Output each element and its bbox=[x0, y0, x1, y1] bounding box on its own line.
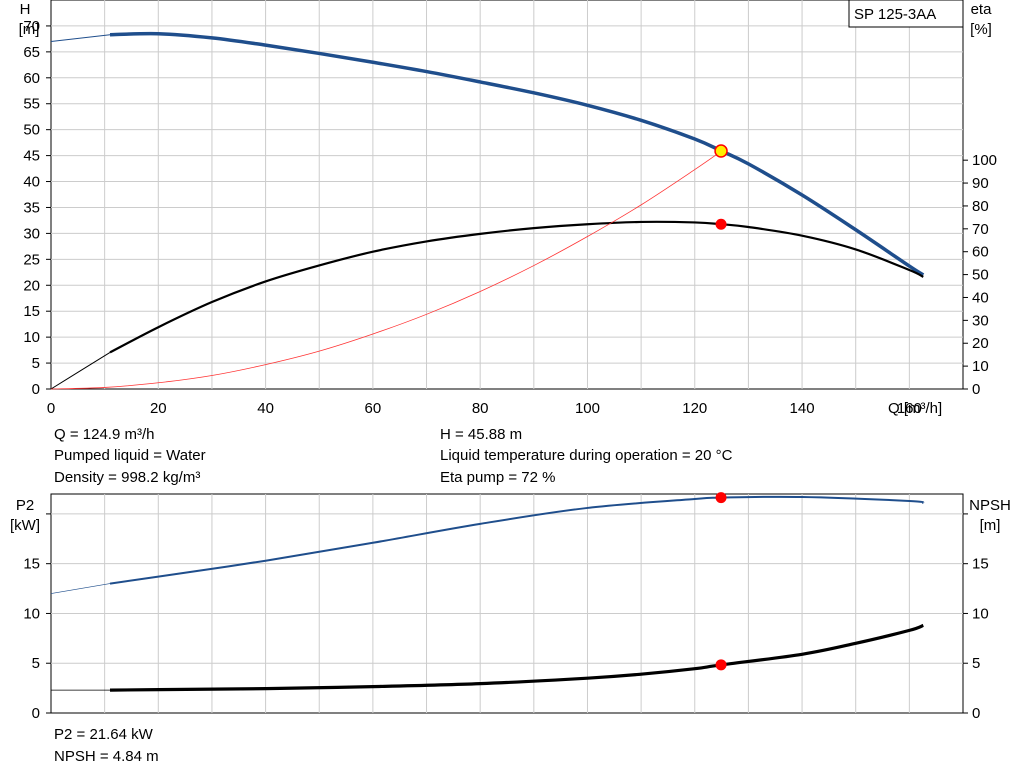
upper-plot-frame bbox=[50, 0, 964, 390]
y-right-title-lower: NPSH bbox=[969, 497, 1011, 514]
y-left-title-lower: P2 bbox=[16, 497, 34, 514]
y-left-unit-upper: [m] bbox=[19, 21, 40, 38]
p2-curve-extrapolated bbox=[50, 583, 111, 594]
p2-tick-label: 15 bbox=[23, 556, 40, 573]
p2-tick-label: 5 bbox=[32, 655, 40, 672]
pump-label-box bbox=[848, 0, 964, 28]
y-left-tick-label: 40 bbox=[23, 174, 40, 191]
p2-tick-label: 10 bbox=[23, 605, 40, 622]
x-tick-label: 60 bbox=[365, 400, 382, 417]
y-left-tick-label: 15 bbox=[23, 303, 40, 320]
y-left-tick-label: 60 bbox=[23, 70, 40, 87]
y-left-unit-lower: [kW] bbox=[10, 517, 40, 534]
upper-grid bbox=[51, 0, 963, 389]
info-h: H = 45.88 m bbox=[440, 426, 522, 443]
operating-point-p2 bbox=[715, 492, 727, 504]
y-right-tick-label: 40 bbox=[972, 289, 989, 306]
operating-point-markers bbox=[714, 144, 728, 671]
y-left-tick-label: 70 bbox=[23, 18, 40, 35]
x-tick-label: 0 bbox=[47, 400, 55, 417]
x-tick-label: 120 bbox=[682, 400, 707, 417]
lower-grid bbox=[51, 494, 963, 713]
y-right-tick-label: 20 bbox=[972, 335, 989, 352]
x-tick-label: 100 bbox=[575, 400, 600, 417]
y-right-tick-label: 90 bbox=[972, 175, 989, 192]
npsh-tick-label: 15 bbox=[972, 556, 989, 573]
y-left-tick-label: 55 bbox=[23, 96, 40, 113]
eta-curve bbox=[109, 220, 924, 354]
upper-series bbox=[50, 31, 925, 390]
y-left-tick-label: 50 bbox=[23, 122, 40, 139]
x-tick-label: 140 bbox=[790, 400, 815, 417]
y-left-tick-label: 35 bbox=[23, 199, 40, 216]
npsh-tick-label: 0 bbox=[972, 705, 980, 722]
y-right-tick-label: 100 bbox=[972, 152, 997, 169]
y-right-tick-label: 70 bbox=[972, 221, 989, 238]
lower-plot-frame bbox=[50, 493, 964, 714]
y-right-tick-label: 60 bbox=[972, 244, 989, 261]
y-left-title-upper: H bbox=[20, 1, 31, 18]
info-temp: Liquid temperature during operation = 20… bbox=[440, 447, 733, 464]
y-left-tick-label: 45 bbox=[23, 148, 40, 165]
info-q: Q = 124.9 m³/h bbox=[54, 426, 154, 443]
y-right-tick-label: 10 bbox=[972, 358, 989, 375]
y-left-tick-label: 5 bbox=[32, 355, 40, 372]
system-curve bbox=[50, 150, 722, 390]
y-left-tick-label: 20 bbox=[23, 277, 40, 294]
head-curve bbox=[109, 31, 925, 277]
y-right-unit-lower: [m] bbox=[980, 517, 1001, 534]
x-tick-label: 20 bbox=[150, 400, 167, 417]
x-axis-title: Q [m³/h] bbox=[888, 400, 942, 417]
y-right-tick-label: 50 bbox=[972, 267, 989, 284]
npsh-curve bbox=[109, 623, 924, 692]
y-left-tick-label: 30 bbox=[23, 225, 40, 242]
npsh-tick-label: 5 bbox=[972, 655, 980, 672]
x-tick-label: 40 bbox=[257, 400, 274, 417]
y-left-tick-label: 65 bbox=[23, 44, 40, 61]
head-curve-extrapolated bbox=[50, 34, 111, 42]
operating-point-npsh bbox=[715, 659, 727, 671]
x-tick-label: 160 bbox=[897, 400, 922, 417]
y-right-unit-upper: [%] bbox=[970, 21, 992, 38]
p2-tick-label: 0 bbox=[32, 705, 40, 722]
y-right-tick-label: 30 bbox=[972, 312, 989, 329]
x-tick-label: 80 bbox=[472, 400, 489, 417]
y-right-tick-label: 80 bbox=[972, 198, 989, 215]
y-left-tick-label: 25 bbox=[23, 251, 40, 268]
info-eta: Eta pump = 72 % bbox=[440, 469, 556, 486]
operating-point-head bbox=[714, 144, 728, 158]
info-liquid: Pumped liquid = Water bbox=[54, 447, 206, 464]
operating-point-eta bbox=[715, 218, 727, 230]
y-left-tick-label: 0 bbox=[32, 381, 40, 398]
info-p2: P2 = 21.64 kW bbox=[54, 726, 154, 743]
pump-label: SP 125-3AA bbox=[854, 6, 936, 23]
info-density: Density = 998.2 kg/m³ bbox=[54, 469, 200, 486]
info-npsh: NPSH = 4.84 m bbox=[54, 748, 159, 765]
lower-tick-labels: 0 5 10 15 0 5 10 15 bbox=[23, 513, 989, 722]
y-right-title-upper: eta bbox=[971, 1, 993, 18]
p2-curve bbox=[109, 495, 925, 585]
upper-tick-labels: 0 20 40 60 80 100 120 140 1600510152025303540455… bbox=[23, 18, 997, 417]
y-left-tick-label: 10 bbox=[23, 329, 40, 346]
eta-curve-extrapolated bbox=[50, 351, 111, 390]
y-right-tick-label: 0 bbox=[972, 381, 980, 398]
npsh-tick-label: 10 bbox=[972, 605, 989, 622]
lower-series bbox=[50, 495, 925, 692]
